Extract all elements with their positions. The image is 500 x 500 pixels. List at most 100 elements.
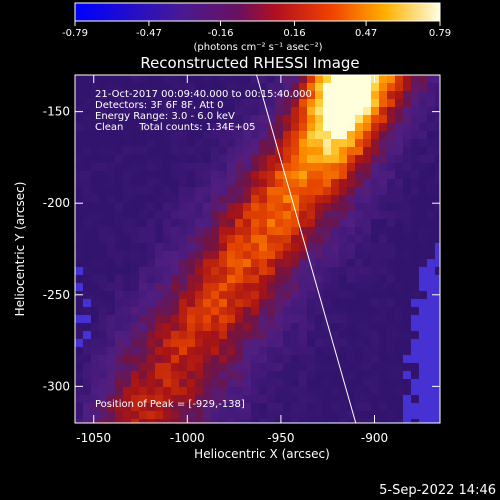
heatmap-cell [347, 379, 355, 387]
heatmap-cell [179, 83, 187, 91]
heatmap-cell [115, 187, 123, 195]
heatmap-cell [419, 219, 427, 227]
heatmap-cell [363, 331, 371, 339]
heatmap-cell [187, 163, 195, 171]
heatmap-cell [347, 83, 355, 91]
info-time-range: 21-Oct-2017 00:09:40.000 to 00:15:40.000 [95, 89, 312, 100]
heatmap-cell [195, 155, 203, 163]
heatmap-cell [347, 115, 355, 123]
heatmap-cell [299, 211, 307, 219]
heatmap-cell [75, 187, 83, 195]
heatmap-cell [235, 339, 243, 347]
heatmap-cell [171, 323, 179, 331]
heatmap-cell [91, 315, 99, 323]
heatmap-cell [435, 163, 440, 171]
heatmap-cell [75, 179, 83, 187]
heatmap-cell [179, 283, 187, 291]
heatmap-cell [363, 211, 371, 219]
heatmap-cell [387, 203, 395, 211]
heatmap-cell [243, 291, 251, 299]
heatmap-cell [427, 291, 435, 299]
heatmap-cell [131, 99, 139, 107]
colorbar-tick-label: -0.47 [136, 28, 162, 39]
heatmap-cell [163, 243, 171, 251]
heatmap-cell [371, 83, 379, 91]
heatmap-cell [291, 283, 299, 291]
heatmap-cell [339, 395, 347, 403]
heatmap-cell [75, 259, 83, 267]
heatmap-cell [395, 235, 403, 243]
heatmap-cell [427, 339, 435, 347]
heatmap-cell [435, 387, 440, 395]
heatmap-cell [139, 155, 147, 163]
heatmap-cell [299, 299, 307, 307]
heatmap-cell [131, 107, 139, 115]
heatmap-cell [83, 275, 91, 283]
heatmap-cell [179, 243, 187, 251]
heatmap-cell [291, 323, 299, 331]
heatmap-cell [299, 403, 307, 411]
heatmap-cell [283, 315, 291, 323]
heatmap-cell [179, 387, 187, 395]
heatmap-cell [131, 395, 139, 403]
heatmap-cell [139, 251, 147, 259]
heatmap-cell [107, 155, 115, 163]
heatmap-cell [411, 275, 419, 283]
heatmap-cell [139, 235, 147, 243]
heatmap-cell [211, 291, 219, 299]
heatmap-cell [115, 107, 123, 115]
heatmap-cell [227, 355, 235, 363]
heatmap-cell [283, 75, 291, 83]
heatmap-cell [195, 131, 203, 139]
heatmap-cell [331, 115, 339, 123]
heatmap-cell [419, 171, 427, 179]
heatmap-cell [219, 307, 227, 315]
heatmap-cell [307, 323, 315, 331]
heatmap-cell [283, 267, 291, 275]
heatmap-cell [283, 283, 291, 291]
heatmap-cell [259, 179, 267, 187]
heatmap-cell [275, 187, 283, 195]
heatmap-cell [419, 211, 427, 219]
heatmap-cell [379, 163, 387, 171]
heatmap-cell [91, 299, 99, 307]
heatmap-cell [123, 107, 131, 115]
heatmap-cell [283, 387, 291, 395]
heatmap-cell [243, 267, 251, 275]
heatmap-cell [139, 83, 147, 91]
heatmap-cell [259, 371, 267, 379]
heatmap-cell [91, 107, 99, 115]
heatmap-cell [83, 291, 91, 299]
heatmap-cell [323, 331, 331, 339]
heatmap-cell [107, 227, 115, 235]
heatmap-cell [131, 275, 139, 283]
heatmap-cell [99, 195, 107, 203]
heatmap-cell [427, 187, 435, 195]
heatmap-cell [211, 275, 219, 283]
heatmap-cell [315, 227, 323, 235]
heatmap-cell [427, 323, 435, 331]
heatmap-cell [123, 259, 131, 267]
heatmap-cell [435, 243, 440, 251]
heatmap-cell [195, 315, 203, 323]
heatmap-cell [363, 323, 371, 331]
heatmap-cell [115, 195, 123, 203]
heatmap-cell [227, 99, 235, 107]
heatmap-cell [75, 339, 83, 347]
heatmap-cell [355, 211, 363, 219]
heatmap-cell [155, 387, 163, 395]
heatmap-cell [363, 387, 371, 395]
heatmap-cell [411, 363, 419, 371]
heatmap-cell [203, 187, 211, 195]
heatmap-cell [427, 115, 435, 123]
heatmap-cell [75, 219, 83, 227]
heatmap-cell [299, 371, 307, 379]
heatmap-cell [267, 211, 275, 219]
heatmap-cell [251, 203, 259, 211]
heatmap-cell [251, 131, 259, 139]
heatmap-cell [339, 275, 347, 283]
heatmap-cell [419, 163, 427, 171]
heatmap-cell [403, 307, 411, 315]
heatmap-cell [155, 115, 163, 123]
heatmap-cell [299, 227, 307, 235]
